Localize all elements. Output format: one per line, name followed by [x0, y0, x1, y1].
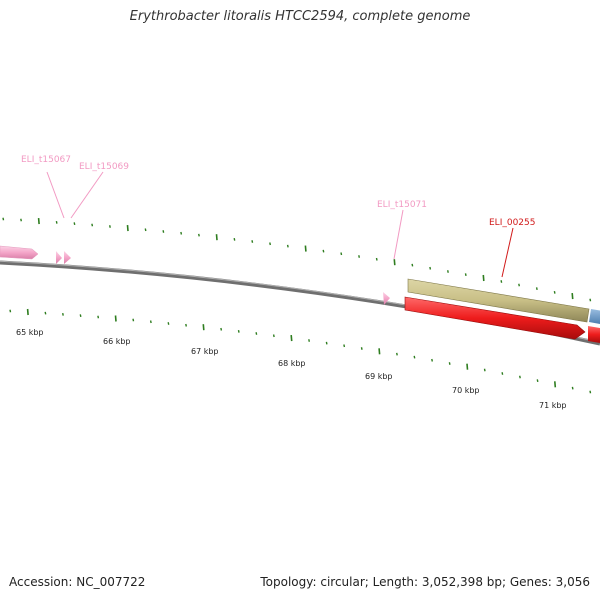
cds-feature-reverse-edge[interactable]: [588, 326, 600, 343]
minor-tick: [55, 220, 58, 224]
major-tick: [378, 348, 381, 355]
leader-line-ELI_t15071: [393, 209, 404, 260]
minor-tick: [536, 379, 539, 383]
kbp-label: 69 kbp: [365, 372, 393, 381]
minor-tick: [272, 334, 275, 338]
minor-tick: [20, 218, 22, 222]
minor-tick: [396, 352, 398, 356]
kbp-label: 66 kbp: [103, 337, 131, 346]
inner-tick-marks: [9, 308, 592, 394]
trna-feature-ELI_t15069[interactable]: [64, 251, 71, 264]
minor-tick: [251, 240, 254, 243]
kbp-label: 70 kbp: [452, 386, 480, 395]
minor-tick: [448, 362, 451, 365]
minor-tick: [237, 329, 240, 333]
map-title: Erythrobacter litoralis HTCC2594, comple…: [129, 9, 471, 24]
minor-tick: [483, 368, 486, 372]
kbp-label: 71 kbp: [539, 401, 567, 410]
gene-label-ELI_t15071: ELI_t15071: [377, 200, 427, 210]
minor-tick: [358, 255, 360, 258]
gene-label-ELI_t15067: ELI_t15067: [21, 155, 71, 165]
trna-feature-ELI_t15067[interactable]: [56, 251, 62, 264]
leader-line-ELI_00255: [501, 227, 514, 278]
trna-feature-left-edge[interactable]: [0, 245, 39, 260]
trna-feature-ELI_t15071[interactable]: [383, 292, 390, 305]
minor-tick: [2, 217, 5, 221]
minor-tick: [411, 263, 414, 267]
minor-tick: [553, 290, 556, 294]
minor-tick: [97, 315, 100, 319]
outer-tick-marks: [2, 217, 592, 302]
minor-tick: [431, 358, 433, 362]
gene-label-ELI_00255: ELI_00255: [489, 218, 536, 228]
cds-feature-ELI_00255[interactable]: [407, 278, 590, 323]
minor-tick: [429, 266, 432, 270]
leader-line-ELI_t15067: [46, 171, 65, 219]
major-tick: [554, 381, 557, 388]
major-tick: [571, 293, 574, 300]
minor-tick: [167, 322, 170, 325]
minor-tick: [325, 341, 328, 345]
minor-tick: [500, 280, 503, 283]
minor-tick: [413, 355, 416, 359]
major-tick: [37, 218, 40, 225]
major-tick: [393, 259, 396, 266]
kbp-label: 67 kbp: [191, 347, 219, 356]
minor-tick: [286, 244, 289, 248]
minor-tick: [44, 311, 47, 315]
kbp-label: 65 kbp: [16, 328, 44, 337]
minor-tick: [185, 323, 187, 327]
cds-feature-reverse-strand[interactable]: [404, 296, 586, 340]
minor-tick: [501, 372, 504, 375]
major-tick: [482, 274, 485, 282]
kbp-scale-labels: 65 kbp 66 kbp 67 kbp 68 kbp 69 kbp 70 kb…: [16, 328, 567, 410]
minor-tick: [180, 231, 183, 235]
minor-tick: [571, 386, 574, 390]
minor-tick: [62, 312, 64, 316]
minor-tick: [322, 249, 325, 253]
minor-tick: [9, 309, 12, 313]
minor-tick: [340, 252, 343, 256]
major-tick: [126, 225, 129, 232]
minor-tick: [535, 287, 538, 291]
minor-tick: [144, 228, 147, 232]
minor-tick: [375, 257, 378, 261]
minor-tick: [79, 314, 82, 318]
minor-tick: [109, 225, 111, 228]
minor-tick: [255, 332, 258, 335]
minor-tick: [220, 327, 223, 331]
major-tick: [26, 308, 29, 316]
leader-line-ELI_t15069: [70, 171, 104, 219]
major-tick: [304, 245, 307, 252]
minor-tick: [132, 318, 135, 322]
minor-tick: [343, 344, 346, 348]
minor-tick: [518, 283, 520, 287]
minor-tick: [447, 270, 449, 273]
minor-tick: [360, 347, 363, 350]
minor-tick: [91, 223, 94, 227]
major-tick: [114, 315, 117, 322]
minor-tick: [149, 320, 152, 324]
minor-tick: [198, 233, 200, 237]
minor-tick: [519, 375, 521, 379]
accession-text: Accession: NC_007722: [9, 575, 146, 589]
minor-tick: [308, 339, 310, 342]
major-tick: [215, 234, 218, 241]
minor-tick: [233, 237, 236, 241]
minor-tick: [589, 298, 592, 302]
gene-label-ELI_t15069: ELI_t15069: [79, 162, 129, 172]
minor-tick: [162, 230, 165, 233]
minor-tick: [73, 222, 76, 226]
kbp-label: 68 kbp: [278, 359, 306, 368]
minor-tick: [589, 390, 592, 394]
minor-tick: [269, 242, 271, 246]
genome-summary-text: Topology: circular; Length: 3,052,398 bp…: [260, 575, 590, 589]
major-tick: [290, 335, 293, 342]
major-tick: [202, 324, 205, 331]
major-tick: [466, 363, 469, 370]
minor-tick: [464, 273, 467, 277]
cds-feature-blue-edge[interactable]: [589, 309, 600, 324]
